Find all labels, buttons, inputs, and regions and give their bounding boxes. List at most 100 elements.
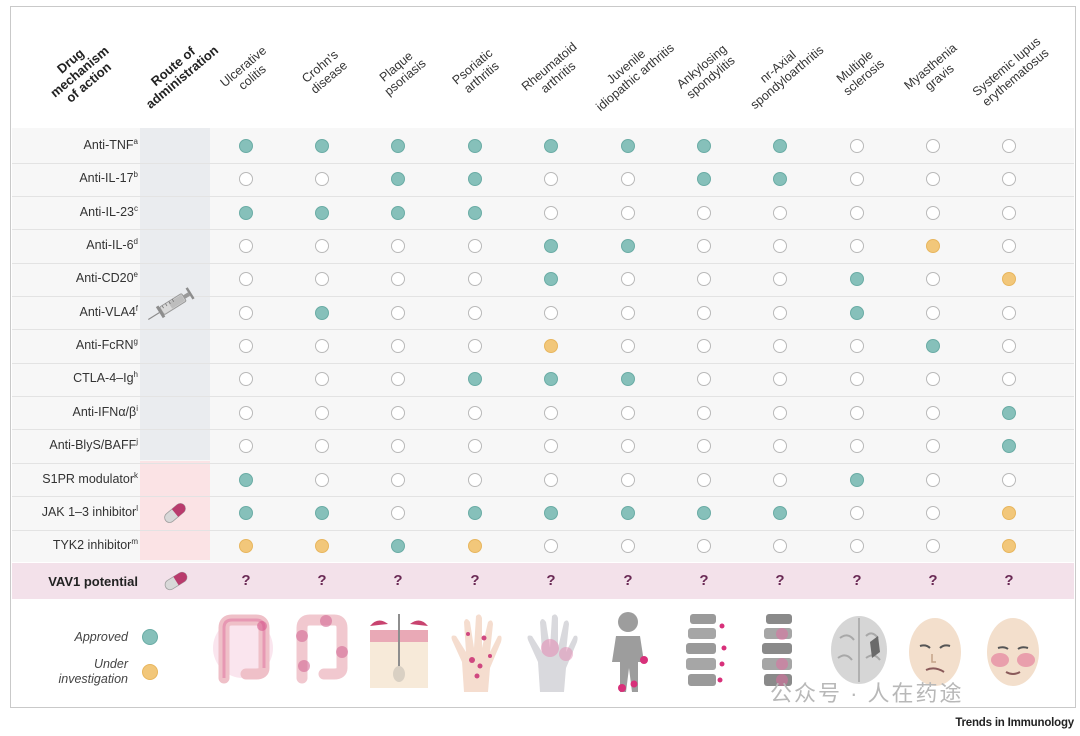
empty-status-dot <box>315 239 329 254</box>
approved-status-dot <box>773 139 787 153</box>
empty-status-dot <box>926 305 940 320</box>
investigation-status-dot <box>1002 272 1016 287</box>
empty-status-dot <box>621 539 635 554</box>
row-separator <box>12 396 1074 398</box>
row-label: Anti-IL-17b <box>14 170 138 186</box>
row-label-text: Anti-VLA4 <box>79 304 136 319</box>
capsule-icon <box>164 503 186 523</box>
empty-status-dot <box>468 305 482 320</box>
row-label-footnote: m <box>131 537 138 547</box>
row-label: Anti-IL-23c <box>14 203 138 219</box>
empty-status-dot <box>697 372 711 387</box>
row-label-text: Anti-TNF <box>83 138 134 152</box>
column-header: Drug mechanism of action Route of administra… <box>0 0 1080 128</box>
approved-status-dot <box>239 505 253 520</box>
row-label-text: Anti-CD20 <box>75 271 134 286</box>
approved-status-dot <box>621 372 635 387</box>
disease-header-7: nr-Axial spondyloarthritis <box>738 32 826 112</box>
approved-status-dot <box>773 505 787 520</box>
empty-status-dot <box>926 505 940 520</box>
empty-status-dot <box>239 439 253 454</box>
approved-status-dot <box>391 539 405 554</box>
journal-brand: Trends in Immunology <box>955 717 1074 729</box>
row-label-footnote: c <box>134 203 138 213</box>
row-separator <box>12 496 1074 498</box>
empty-status-dot <box>468 339 482 354</box>
empty-status-dot <box>850 372 864 387</box>
investigation-status-dot <box>1002 539 1016 554</box>
spine-inflamed-icon <box>762 614 792 686</box>
row-label-footnote: d <box>133 236 138 246</box>
investigation-status-dot <box>468 539 482 554</box>
empty-status-dot <box>621 172 635 187</box>
row-label-text: Anti-IL-23 <box>79 204 134 219</box>
face-drooping-icon <box>909 618 961 686</box>
row-label-text: Anti-IL-17 <box>79 171 134 186</box>
row-label-footnote: k <box>134 470 138 480</box>
disease-header-8: Multiple sclerosis <box>831 46 886 98</box>
empty-status-dot <box>315 472 329 487</box>
empty-status-dot <box>697 405 711 420</box>
disease-header-3: Psoriatic arthritis <box>450 46 505 98</box>
empty-status-dot <box>850 405 864 420</box>
empty-status-dot <box>926 272 940 287</box>
empty-status-dot <box>468 439 482 454</box>
empty-status-dot <box>697 205 711 220</box>
empty-status-dot <box>621 205 635 220</box>
empty-status-dot <box>468 239 482 254</box>
vav1-question-mark: ? <box>1004 572 1014 589</box>
vav1-question-mark: ? <box>623 572 633 589</box>
empty-status-dot <box>544 539 558 554</box>
legend-investigation-dot <box>142 664 158 680</box>
approved-status-dot <box>468 139 482 153</box>
approved-status-dot <box>850 472 864 487</box>
empty-status-dot <box>239 239 253 254</box>
empty-status-dot <box>391 305 405 320</box>
row-separator <box>12 262 1074 264</box>
row-label-text: Anti-IL-6 <box>86 238 134 253</box>
vav1-question-mark: ? <box>699 572 709 589</box>
empty-status-dot <box>391 472 405 487</box>
approved-status-dot <box>468 172 482 187</box>
row-label-text: Anti-IFNα/β <box>72 404 137 419</box>
disease-header-6: Ankylosing spondylitis <box>674 42 738 102</box>
approved-status-dot <box>621 139 635 153</box>
approved-status-dot <box>544 505 558 520</box>
approved-status-dot <box>697 505 711 520</box>
approved-status-dot <box>315 205 329 220</box>
vav1-capsule-icon <box>164 571 188 591</box>
empty-status-dot <box>621 339 635 354</box>
empty-status-dot <box>850 505 864 520</box>
empty-status-dot <box>850 539 864 554</box>
legend-approved-label: Approved <box>74 630 128 644</box>
empty-status-dot <box>926 372 940 387</box>
empty-status-dot <box>468 472 482 487</box>
approved-status-dot <box>544 372 558 387</box>
row-separator <box>12 196 1074 198</box>
approved-status-dot <box>468 205 482 220</box>
skin-layer-icon <box>370 614 428 688</box>
empty-status-dot <box>315 439 329 454</box>
empty-status-dot <box>773 339 787 354</box>
row-label-text: Anti-FcRN <box>75 338 134 353</box>
empty-status-dot <box>697 472 711 487</box>
approved-status-dot <box>468 505 482 520</box>
empty-status-dot <box>773 472 787 487</box>
approved-status-dot <box>544 139 558 153</box>
empty-status-dot <box>315 372 329 387</box>
spine-icon <box>686 614 727 686</box>
row-label-footnote: b <box>133 170 138 180</box>
empty-status-dot <box>544 205 558 220</box>
approved-status-dot <box>391 139 405 153</box>
empty-status-dot <box>544 405 558 420</box>
row-separator <box>12 329 1074 331</box>
empty-status-dot <box>850 172 864 187</box>
empty-status-dot <box>697 305 711 320</box>
approved-status-dot <box>239 205 253 220</box>
empty-status-dot <box>697 439 711 454</box>
empty-status-dot <box>391 339 405 354</box>
empty-status-dot <box>773 239 787 254</box>
empty-status-dot <box>391 272 405 287</box>
approved-status-dot <box>315 305 329 320</box>
empty-status-dot <box>773 272 787 287</box>
